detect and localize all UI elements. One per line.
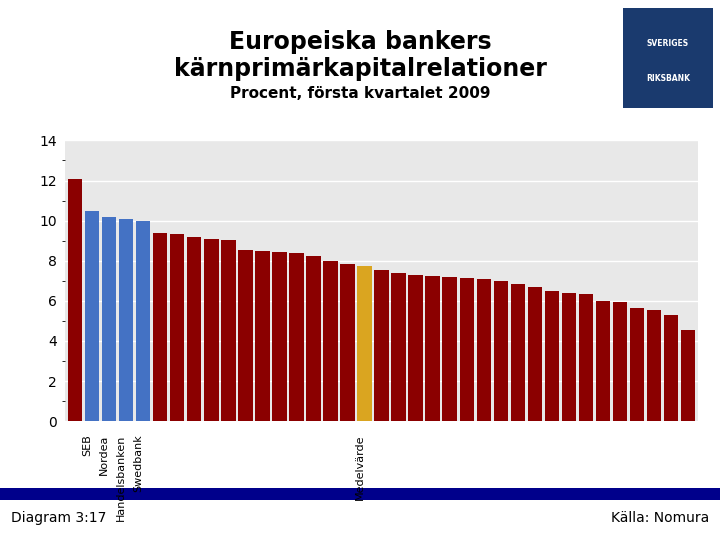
Bar — [630, 308, 644, 421]
Text: Nordea: Nordea — [99, 435, 109, 475]
Bar — [306, 256, 320, 421]
Bar — [255, 251, 269, 421]
Bar — [613, 302, 627, 421]
Bar — [341, 264, 355, 421]
Bar — [357, 266, 372, 421]
Bar — [477, 279, 491, 421]
Bar — [119, 219, 133, 421]
Text: Handelsbanken: Handelsbanken — [116, 435, 126, 521]
Bar — [562, 293, 576, 421]
Text: Medelvärde: Medelvärde — [354, 435, 364, 500]
Text: kärnprimärkapitalrelationer: kärnprimärkapitalrelationer — [174, 57, 546, 80]
Bar — [664, 315, 678, 421]
Bar — [443, 277, 457, 421]
Bar — [595, 301, 611, 421]
Bar — [136, 221, 150, 421]
Text: RIKSBANK: RIKSBANK — [646, 73, 690, 83]
Bar — [494, 281, 508, 421]
Bar — [528, 287, 542, 421]
Text: Swedbank: Swedbank — [133, 435, 143, 492]
Bar — [545, 291, 559, 421]
Bar — [221, 240, 235, 421]
Text: SVERIGES: SVERIGES — [647, 38, 689, 48]
Text: Källa: Nomura: Källa: Nomura — [611, 511, 709, 525]
Bar — [68, 179, 82, 421]
Bar — [102, 217, 117, 421]
Bar — [170, 234, 184, 421]
Text: SEB: SEB — [82, 435, 92, 456]
Bar — [647, 310, 662, 421]
Bar — [323, 261, 338, 421]
Bar — [510, 284, 525, 421]
Bar — [187, 237, 202, 421]
Bar — [392, 273, 406, 421]
Bar — [459, 278, 474, 421]
Bar — [681, 330, 696, 421]
Bar — [426, 276, 440, 421]
Bar — [85, 211, 99, 421]
Bar — [289, 253, 304, 421]
Text: Diagram 3:17: Diagram 3:17 — [11, 511, 106, 525]
Bar — [374, 270, 389, 421]
Bar — [204, 239, 218, 421]
Bar — [238, 249, 253, 421]
Text: Europeiska bankers: Europeiska bankers — [229, 30, 491, 53]
Text: Procent, första kvartalet 2009: Procent, första kvartalet 2009 — [230, 86, 490, 102]
Bar — [579, 294, 593, 421]
Bar — [408, 275, 423, 421]
Bar — [153, 233, 168, 421]
Bar — [272, 252, 287, 421]
